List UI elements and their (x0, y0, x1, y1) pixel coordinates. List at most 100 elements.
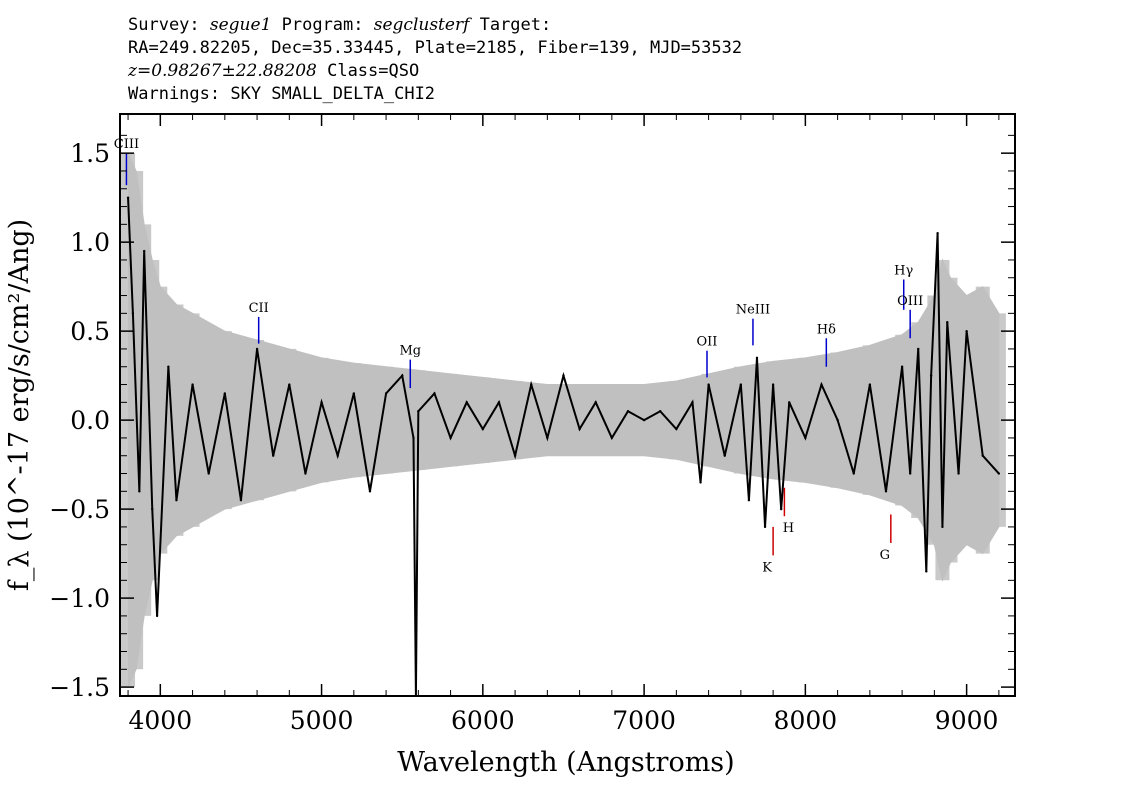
program-label: Program: (271, 15, 374, 35)
y-tick-label: −1.5 (49, 673, 110, 702)
spectral-line-label: H (783, 521, 794, 536)
error-series-band (127, 152, 1000, 688)
flux-point (936, 232, 939, 235)
y-tick-label: 1.5 (70, 139, 110, 168)
flux-point (546, 436, 549, 440)
flux-point (131, 312, 135, 315)
flux-point (763, 525, 767, 529)
flux-point (755, 356, 759, 360)
flux-point (320, 401, 323, 404)
y-tick-label: −0.5 (49, 495, 110, 524)
flux-point (142, 249, 146, 253)
header-line-coordinates: RA=249.82205, Dec=35.33445, Plate=2185, … (128, 38, 743, 58)
x-tick-label: 7000 (612, 706, 676, 735)
flux-point (138, 490, 141, 493)
flux-point (675, 427, 678, 431)
flux-point (513, 454, 517, 457)
flux-point (981, 454, 984, 457)
flux-point (946, 321, 949, 324)
x-tick-label: 9000 (935, 706, 999, 735)
flux-point (288, 383, 291, 386)
y-tick-label: −1.0 (49, 584, 110, 613)
flux-point (412, 436, 415, 440)
flux-point (191, 383, 194, 386)
flux-point (401, 374, 404, 377)
flux-point (610, 436, 614, 440)
flux-point (497, 401, 501, 404)
spectral-line-label: OIII (897, 294, 923, 309)
flux-point (723, 454, 726, 457)
spectral-line-label: Hγ (894, 264, 913, 279)
flux-point (788, 401, 791, 404)
header-line-redshift: z=0.98267±22.88208 Class=QSO (128, 60, 742, 83)
flux-point (957, 472, 960, 475)
flux-point (642, 418, 646, 422)
spectral-line-label: Hδ (817, 322, 836, 337)
header-line-survey: Survey: segue1 Program: segclusterf Targ… (128, 14, 742, 37)
spectral-line-markers: CIII CII Mg OII NeIII Hδ Hγ OIII K H G (114, 137, 923, 575)
header-line-warnings: Warnings: SKY SMALL_DELTA_CHI2 (128, 84, 436, 104)
x-tick-label: 4000 (129, 706, 193, 735)
flux-point (659, 410, 662, 413)
flux-point (223, 392, 227, 395)
flux-point (417, 410, 420, 413)
flux-point (562, 374, 565, 377)
flux-point (530, 383, 533, 386)
flux-point (884, 490, 888, 493)
program-value: segclusterf (373, 15, 470, 35)
flux-point (481, 427, 485, 431)
x-axis-label: Wavelength (Angstroms) (397, 747, 734, 778)
flux-point (304, 472, 307, 475)
flux-point (900, 365, 904, 368)
flux-point (699, 481, 702, 484)
spectral-line-label: K (762, 560, 772, 575)
flux-series-line (127, 197, 1000, 696)
class-label: Class=QSO (316, 61, 420, 81)
flux-point (126, 196, 130, 199)
flux-point (929, 374, 933, 377)
y-tick-label: 1.0 (70, 228, 110, 257)
flux-point (917, 347, 920, 351)
flux-point (965, 329, 968, 333)
error-series-layer (121, 152, 1006, 688)
flux-series-layer (126, 196, 1001, 696)
x-tick-label: 8000 (774, 706, 838, 735)
flux-point (368, 490, 372, 493)
flux-point (820, 383, 823, 386)
flux-point (836, 418, 839, 422)
flux-point (925, 570, 928, 573)
flux-point (151, 507, 154, 511)
flux-point (804, 436, 807, 440)
flux-point (155, 614, 159, 618)
redshift-value: z=0.98267±22.88208 (128, 61, 317, 81)
flux-point (908, 472, 912, 475)
survey-value: segue1 (209, 15, 272, 35)
flux-point (747, 499, 751, 502)
flux-point (465, 401, 468, 404)
flux-point (255, 347, 259, 351)
y-tick-label: 0.0 (70, 406, 110, 435)
x-tick-label: 6000 (451, 706, 515, 735)
flux-point (271, 454, 275, 457)
axis-ticks: 4000 5000 6000 7000 8000 9000 −1.5 −1.0 −0.5 0.0 0… (49, 114, 1015, 735)
flux-point (594, 401, 597, 404)
flux-point (997, 472, 1001, 475)
flux-point (207, 472, 210, 475)
target-label: Target: (469, 15, 552, 35)
flux-point (707, 383, 710, 386)
flux-point (449, 436, 452, 440)
spectral-line-label: CII (249, 301, 269, 316)
y-axis-label: f_λ (10^-17 erg/s/cm²/Ang) (4, 219, 35, 591)
flux-point (336, 454, 339, 457)
flux-point (739, 383, 743, 386)
spectral-line-label: NeIII (736, 303, 770, 318)
x-tick-label: 5000 (290, 706, 354, 735)
flux-point (941, 525, 944, 529)
spectral-line-label: Mg (399, 344, 421, 359)
y-tick-label: 0.5 (70, 317, 110, 346)
flux-point (779, 507, 783, 511)
survey-label: Survey: (128, 15, 210, 35)
plot-frame (119, 113, 1016, 697)
flux-point (433, 392, 436, 395)
